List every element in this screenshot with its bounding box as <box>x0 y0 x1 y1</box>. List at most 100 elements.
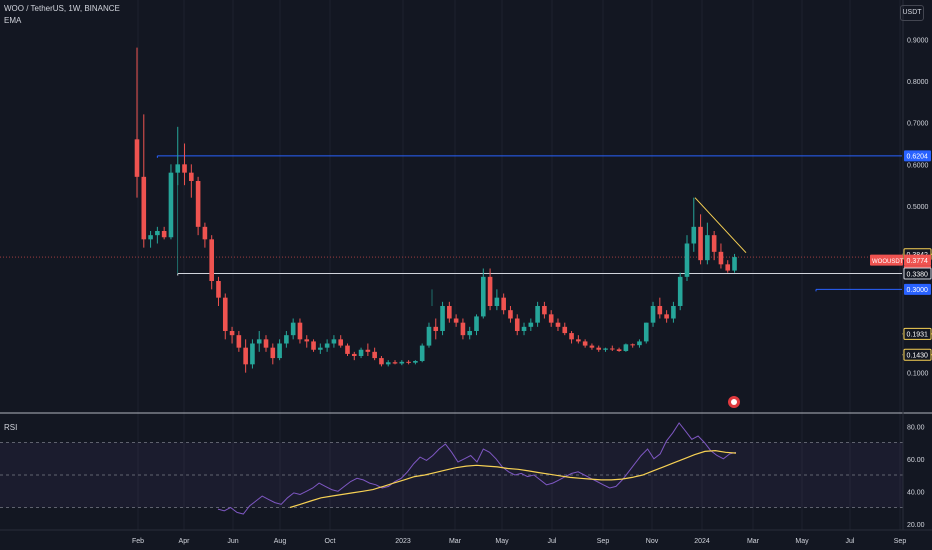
candle-body <box>514 318 520 331</box>
price-label-box <box>903 348 932 361</box>
candle-body <box>548 314 554 323</box>
candle-body <box>189 172 194 181</box>
candle-body <box>318 347 323 350</box>
candle-body <box>705 235 710 261</box>
x-tick-label: Mar <box>449 538 462 545</box>
candle-body <box>338 339 343 346</box>
x-tick-label: Feb <box>132 538 144 545</box>
candle-body <box>677 276 683 306</box>
x-tick-label: Apr <box>179 538 191 545</box>
candle-body <box>284 335 289 344</box>
price-label-box <box>904 150 931 162</box>
rsi-label: RSI <box>4 423 17 432</box>
candle-body <box>141 176 147 240</box>
candle-body <box>664 314 669 319</box>
y-tick-label: 0.5000 <box>907 204 929 211</box>
candle-body <box>236 335 242 348</box>
candle-body <box>351 353 357 356</box>
price-label-text: 0.3774 <box>907 258 929 265</box>
candle-body <box>270 347 276 359</box>
x-tick-label: Jul <box>846 538 855 545</box>
x-tick-label: 2023 <box>395 538 411 545</box>
candle-body <box>202 226 208 240</box>
candle-body <box>385 362 391 365</box>
candle-body <box>182 164 187 173</box>
candle-body <box>168 172 174 238</box>
candle-body <box>161 231 167 238</box>
x-tick-label: Nov <box>646 538 659 545</box>
x-tick-label: Jun <box>227 538 238 545</box>
y-tick-label: 0.8000 <box>907 79 929 86</box>
candle-body <box>691 226 697 244</box>
candle-body <box>501 297 506 311</box>
symbol-label-text: WOOUSDT <box>872 259 904 265</box>
candle-body <box>324 343 330 348</box>
candle-body <box>623 344 629 351</box>
candle-body <box>413 361 418 363</box>
grid-lines <box>137 0 901 530</box>
candle-body <box>175 164 181 173</box>
x-tick-label: May <box>795 538 809 545</box>
x-tick-label: Sep <box>597 538 610 545</box>
rsi-tick-label: 60.00 <box>907 457 925 464</box>
candle-body <box>195 181 201 227</box>
candle-body <box>460 322 466 336</box>
candle-body <box>155 231 160 236</box>
symbol-label-box <box>870 254 903 266</box>
rsi-tick-label: 80.00 <box>907 424 925 431</box>
y-tick-label: 0.9000 <box>907 37 929 44</box>
y-tick-label: 0.7000 <box>907 121 929 128</box>
candle-body <box>535 306 540 323</box>
candle-body <box>392 362 398 364</box>
candle-body <box>222 297 228 331</box>
candle-body <box>399 361 405 364</box>
candle-body <box>134 139 140 177</box>
candle-body <box>725 264 731 271</box>
price-label-box <box>904 283 931 295</box>
candle-body <box>243 347 248 365</box>
candle-body <box>216 281 221 298</box>
rsi-tick-label: 40.00 <box>907 489 925 496</box>
candle-body <box>698 226 703 261</box>
x-tick-label: Aug <box>274 538 287 545</box>
candle-body <box>610 348 615 350</box>
candle-body <box>555 322 561 327</box>
indicator-label[interactable]: EMA <box>4 16 22 25</box>
x-tick-label: Mar <box>747 538 760 545</box>
candle-body <box>426 326 432 346</box>
candle-body <box>671 306 676 319</box>
candle-body <box>596 347 602 350</box>
x-tick-label: Oct <box>325 538 336 545</box>
candle-body <box>542 306 547 315</box>
candle-body <box>480 276 486 317</box>
price-label-text: 0.6204 <box>907 154 929 161</box>
y-tick-label: 0.6000 <box>907 162 929 169</box>
candle-body <box>582 341 588 346</box>
candle-body <box>487 276 493 306</box>
candle-body <box>406 361 411 363</box>
price-label-text: 0.3380 <box>907 271 929 278</box>
candle-body <box>250 343 255 365</box>
candle-body <box>467 331 473 336</box>
candle-body <box>331 339 337 344</box>
candle-body <box>379 358 384 365</box>
candlesticks <box>134 47 737 373</box>
candle-body <box>508 310 513 319</box>
candle-body <box>256 339 262 344</box>
x-tick-label: Sep <box>894 538 907 545</box>
candle-body <box>447 306 452 319</box>
currency-button[interactable]: USDT <box>900 5 924 21</box>
candle-body <box>433 326 439 331</box>
y-tick-label: 0.1000 <box>907 371 929 378</box>
candle-body <box>589 345 595 348</box>
candle-body <box>304 339 310 342</box>
event-marker[interactable] <box>728 396 740 408</box>
candle-body <box>603 348 608 350</box>
candle-body <box>732 257 737 271</box>
candle-body <box>277 343 282 359</box>
candle-body <box>419 345 425 361</box>
candle-body <box>643 322 649 342</box>
